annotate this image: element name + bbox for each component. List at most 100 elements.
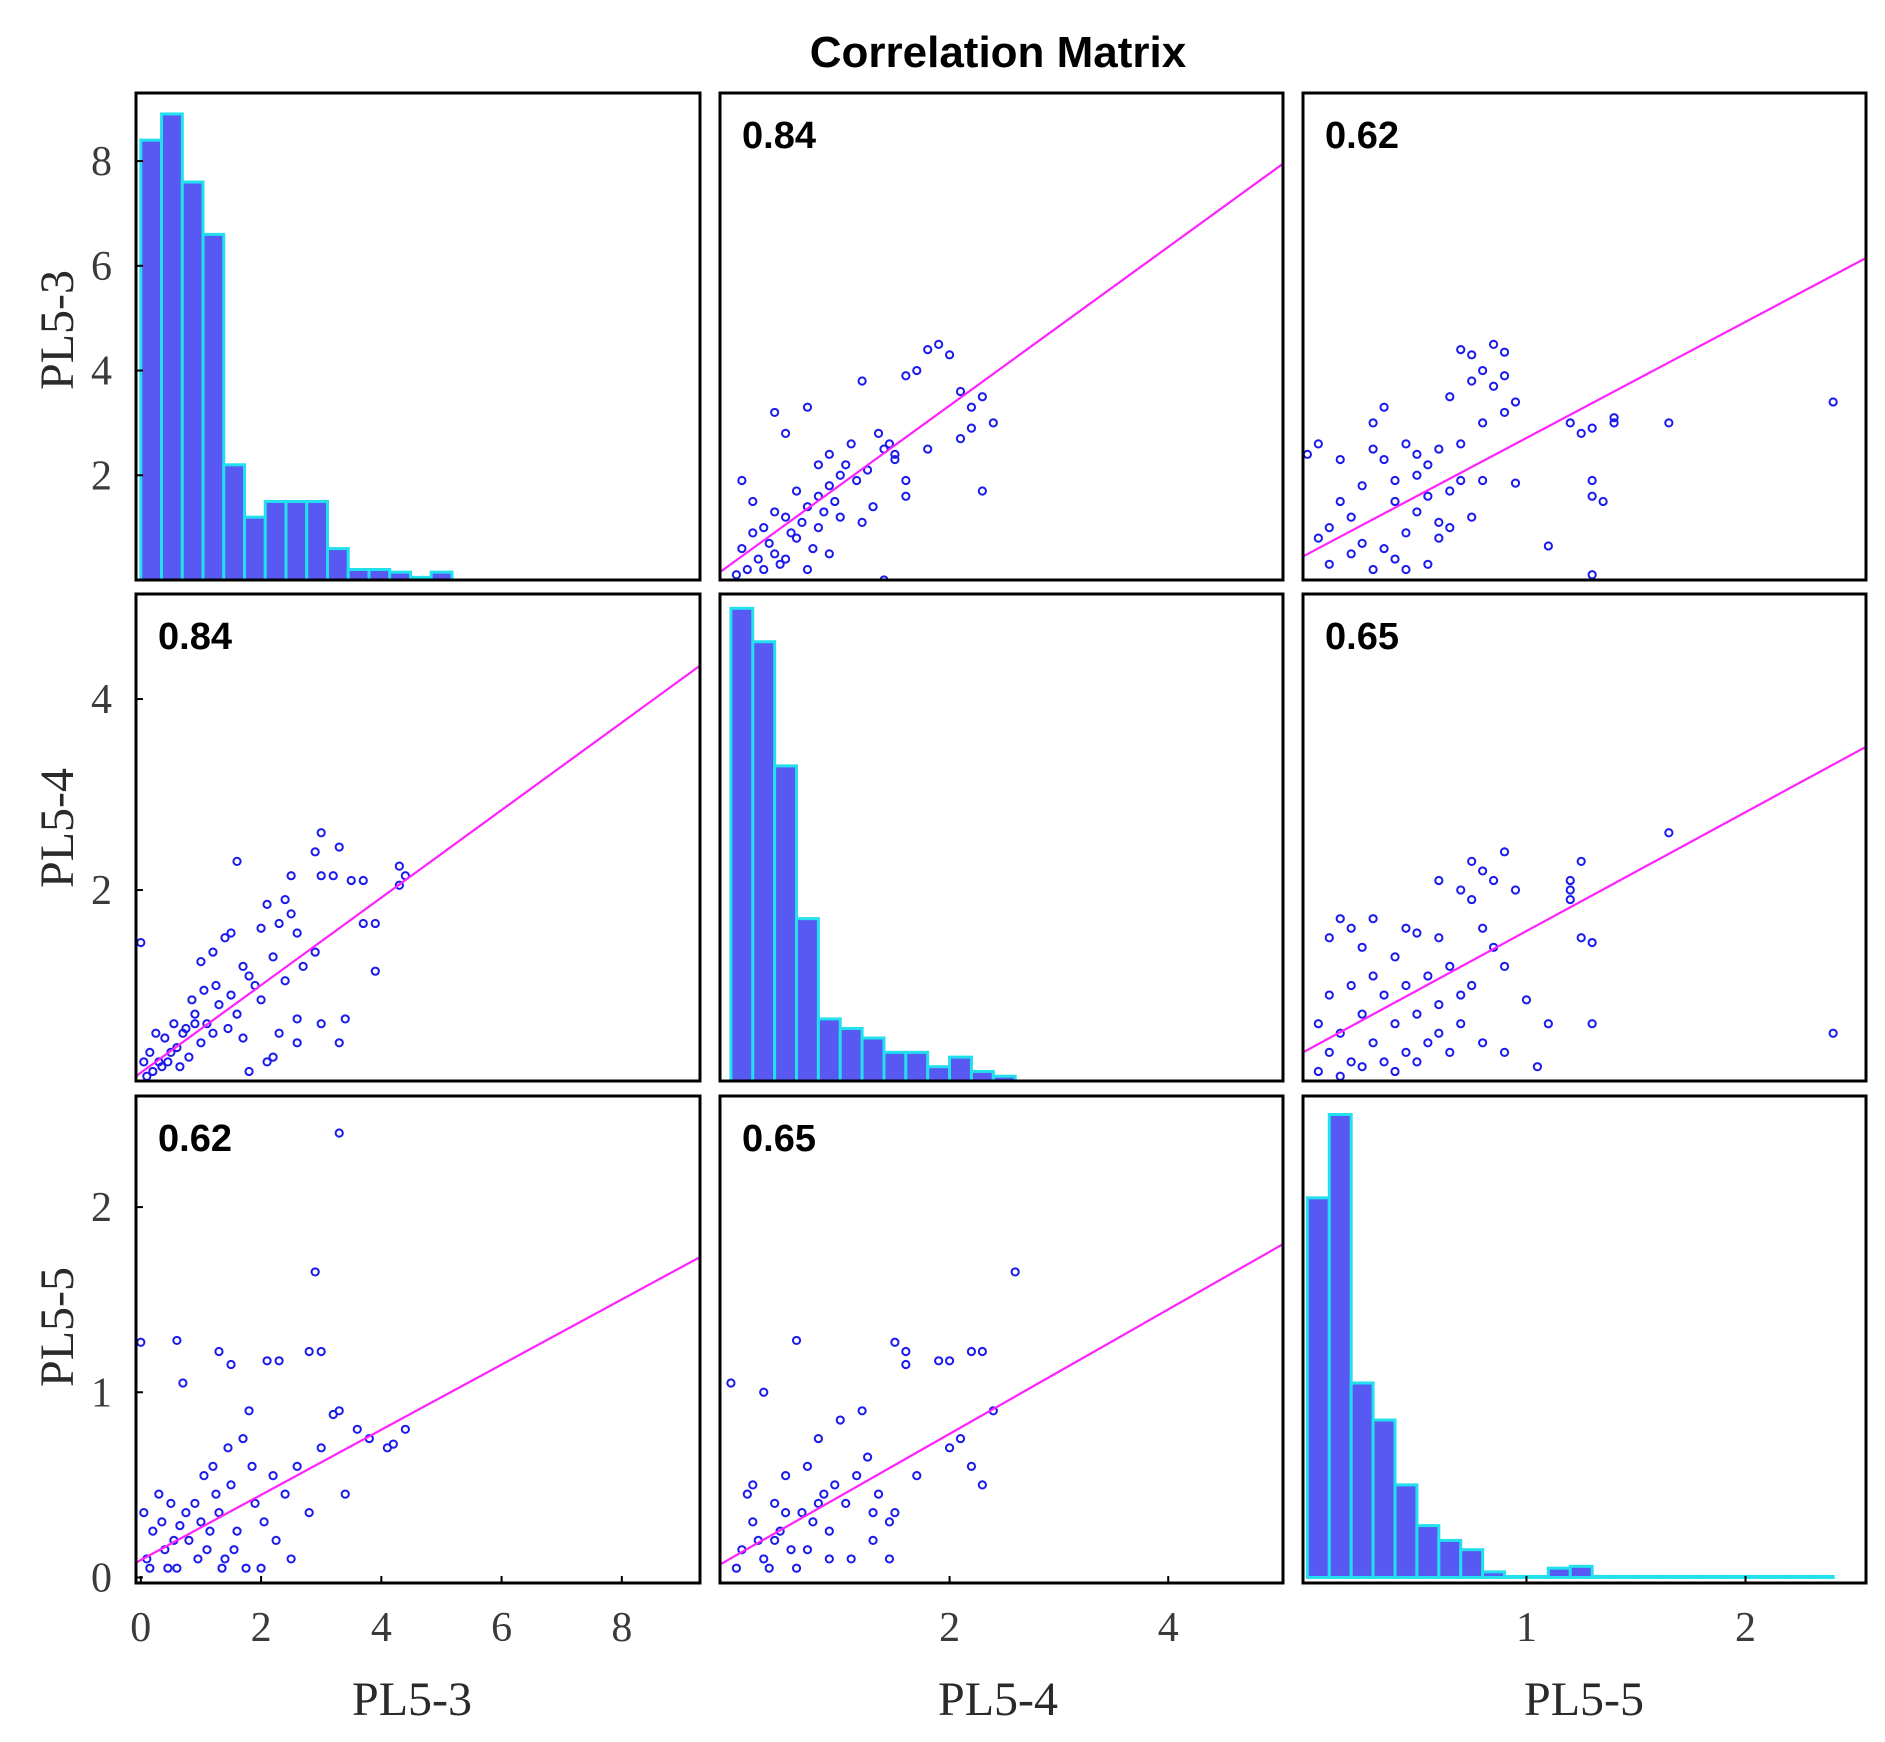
scatter-point bbox=[852, 475, 862, 486]
scatter-point bbox=[226, 1359, 236, 1370]
panel-r3-c2: 0.65 2 4 bbox=[718, 1094, 1285, 1651]
scatter-point bbox=[157, 1517, 167, 1527]
scatter-point bbox=[208, 1028, 218, 1038]
scatter-point bbox=[238, 961, 248, 972]
scatter-point bbox=[394, 880, 404, 890]
scatter-point bbox=[1412, 470, 1422, 480]
histogram-bar bbox=[1787, 1574, 1813, 1579]
scatter-point bbox=[382, 1443, 392, 1453]
scatter-point bbox=[1423, 971, 1433, 981]
histogram-bar bbox=[346, 568, 371, 580]
histogram-bar bbox=[326, 547, 350, 580]
scatter-point bbox=[1390, 1019, 1400, 1029]
scatter-point bbox=[977, 1346, 987, 1357]
panel-r3-c1: 0.62 0 1 2 0 2 4 6 8 bbox=[91, 1094, 702, 1651]
histogram-bar bbox=[860, 1036, 886, 1081]
x-tick-label: 2 bbox=[251, 1605, 272, 1651]
scatter-point bbox=[145, 1047, 155, 1057]
histogram-bar bbox=[284, 499, 309, 580]
y-tick-label: 0 bbox=[91, 1555, 112, 1601]
histogram-bar bbox=[1437, 1538, 1463, 1579]
scatter-point bbox=[1576, 428, 1586, 438]
scatter-point bbox=[802, 564, 813, 575]
scatter-point bbox=[316, 871, 326, 881]
scatter-point bbox=[1499, 371, 1510, 381]
histogram-bar bbox=[1524, 1574, 1550, 1579]
scatter-point bbox=[901, 475, 911, 486]
scatter-point bbox=[912, 365, 922, 376]
scatter-point bbox=[394, 861, 404, 871]
x-tick-label: 2 bbox=[939, 1605, 960, 1651]
scatter-point bbox=[824, 481, 834, 491]
scatter-point bbox=[901, 371, 911, 381]
y-tick-label: 4 bbox=[91, 677, 112, 723]
scatter-point bbox=[879, 575, 889, 580]
scatter-point bbox=[1335, 914, 1345, 924]
scatter-point bbox=[334, 842, 344, 852]
scatter-point bbox=[1467, 350, 1477, 360]
histogram-bar bbox=[201, 232, 226, 580]
scatter-point bbox=[1313, 439, 1323, 449]
scatter-point bbox=[824, 449, 834, 459]
scatter-point bbox=[1434, 533, 1444, 543]
scatter-point bbox=[226, 928, 236, 938]
scatter-point bbox=[1598, 496, 1608, 507]
scatter-point bbox=[229, 1545, 239, 1555]
scatter-point bbox=[175, 1520, 185, 1531]
scatter-point bbox=[977, 486, 987, 496]
scatter-point bbox=[1828, 1028, 1838, 1038]
scatter-point bbox=[813, 1498, 823, 1508]
scatter-point bbox=[172, 1563, 182, 1573]
scatter-point bbox=[223, 1443, 233, 1453]
scatter-point bbox=[250, 1498, 260, 1508]
scatter-point bbox=[791, 486, 802, 496]
scatter-point bbox=[196, 1517, 206, 1527]
histogram-bar bbox=[1415, 1524, 1441, 1579]
scatter-point bbox=[966, 1346, 977, 1357]
scatter-point bbox=[328, 871, 338, 881]
scatter-point bbox=[890, 1508, 900, 1518]
scatter-point bbox=[1368, 418, 1378, 428]
histogram-bar bbox=[1744, 1574, 1769, 1579]
scatter-point bbox=[172, 1335, 182, 1346]
scatter-point bbox=[274, 1028, 284, 1038]
scatter-point bbox=[1357, 538, 1367, 548]
scatter-point bbox=[370, 918, 380, 929]
correlation-value-label: 0.65 bbox=[1325, 616, 1399, 658]
scatter-point bbox=[139, 1508, 149, 1518]
scatter-point bbox=[280, 1489, 290, 1499]
scatter-point bbox=[966, 402, 977, 412]
x-tick-label: 1 bbox=[1516, 1605, 1537, 1651]
scatter-point bbox=[1456, 475, 1466, 486]
scatter-point bbox=[205, 1526, 215, 1536]
scatter-point bbox=[1401, 439, 1411, 449]
scatter-point bbox=[1456, 990, 1466, 1000]
scatter-point bbox=[292, 1014, 302, 1024]
scatter-point bbox=[1434, 933, 1444, 943]
scatter-point bbox=[304, 1346, 314, 1357]
correlation-value-label: 0.84 bbox=[158, 616, 232, 658]
scatter-point bbox=[238, 1033, 248, 1043]
x-tick-label: 6 bbox=[491, 1605, 512, 1651]
scatter-point bbox=[1576, 856, 1586, 866]
scatter-point bbox=[1467, 856, 1477, 866]
scatter-point bbox=[292, 1461, 302, 1471]
histogram-bar bbox=[1481, 1570, 1507, 1579]
scatter-point bbox=[1324, 523, 1334, 533]
scatter-point bbox=[202, 1019, 212, 1029]
y-tick-label: 2 bbox=[91, 453, 112, 499]
scatter-point bbox=[1510, 478, 1521, 488]
scatter-point bbox=[190, 1498, 200, 1508]
scatter-point bbox=[1499, 961, 1510, 972]
scatter-point bbox=[1401, 923, 1411, 933]
scatter-point bbox=[232, 1009, 242, 1019]
scatter-point bbox=[280, 976, 290, 986]
panel-frame bbox=[718, 91, 1285, 582]
scatter-point bbox=[223, 1023, 233, 1034]
scatter-point bbox=[1390, 475, 1400, 486]
panel-r1-c1: 2 4 6 8 bbox=[91, 91, 702, 582]
scatter-point bbox=[202, 1545, 212, 1555]
scatter-point bbox=[259, 1517, 269, 1527]
scatter-point bbox=[1412, 449, 1422, 459]
